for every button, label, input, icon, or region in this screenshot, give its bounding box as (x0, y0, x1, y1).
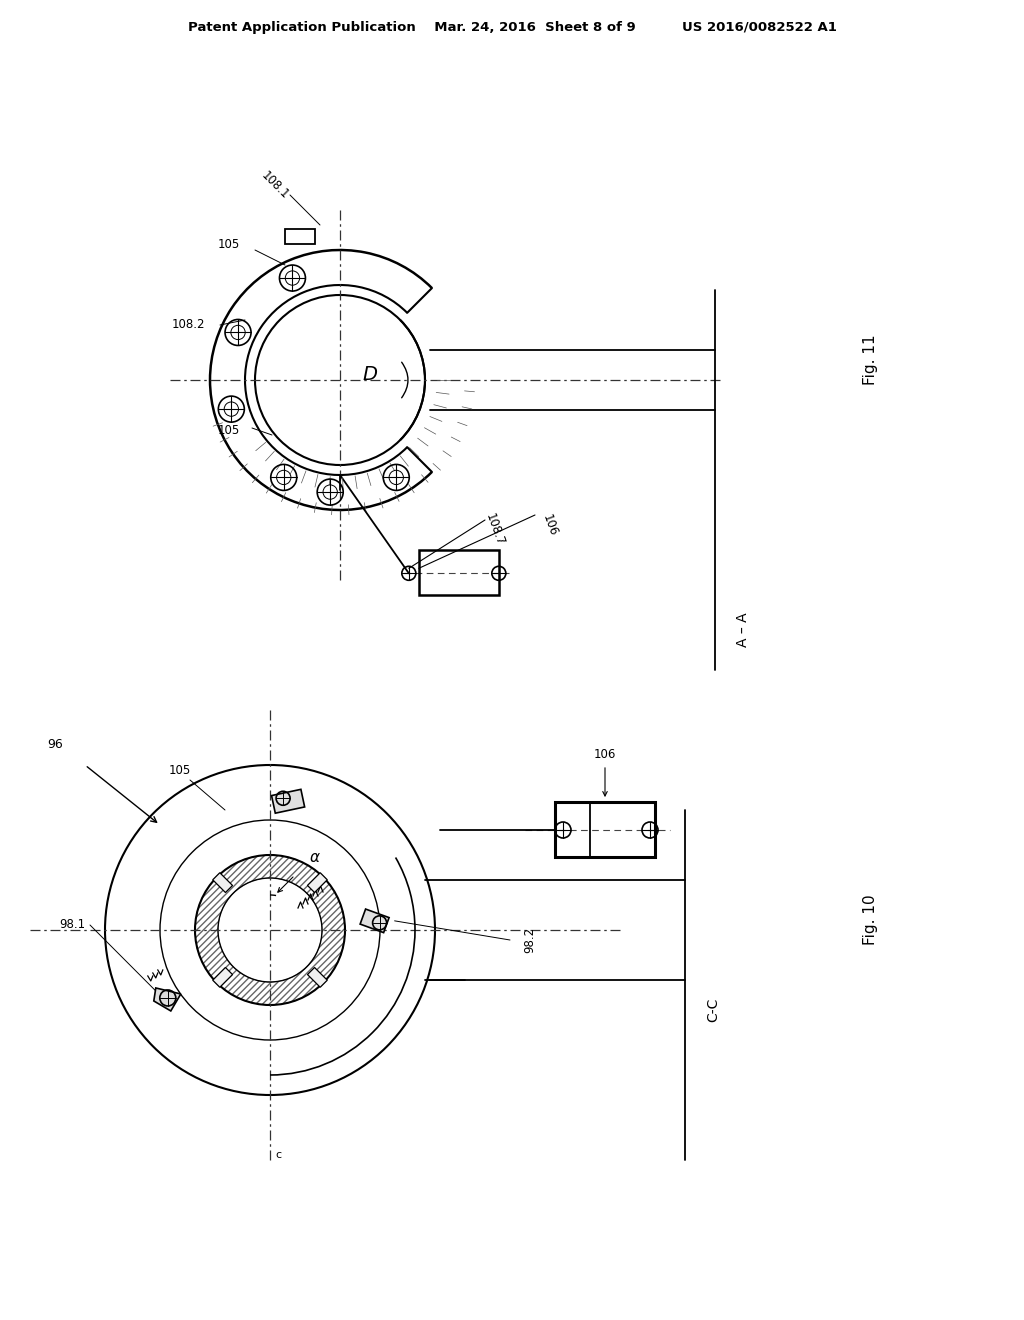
Text: 106: 106 (540, 512, 560, 537)
Polygon shape (360, 909, 389, 933)
Polygon shape (307, 873, 328, 892)
Circle shape (323, 484, 337, 499)
Bar (555, 803, 655, 857)
Text: c: c (274, 1150, 281, 1160)
Text: Patent Application Publication    Mar. 24, 2016  Sheet 8 of 9          US 2016/0: Patent Application Publication Mar. 24, … (187, 21, 837, 34)
Circle shape (286, 271, 300, 285)
Text: Fig. 11: Fig. 11 (862, 335, 878, 385)
Text: A – A: A – A (736, 612, 750, 647)
Polygon shape (271, 789, 304, 813)
Text: 105: 105 (169, 763, 191, 776)
Circle shape (276, 470, 291, 484)
Text: α: α (310, 850, 319, 866)
Text: 108.7: 108.7 (483, 512, 507, 548)
Bar (419, 550, 499, 595)
Text: 106: 106 (594, 748, 616, 762)
Polygon shape (213, 968, 232, 987)
Text: 108.2: 108.2 (171, 318, 205, 331)
Text: 105: 105 (218, 424, 240, 437)
Text: 105: 105 (218, 239, 240, 252)
Text: 108.1: 108.1 (258, 169, 292, 202)
Polygon shape (213, 873, 232, 892)
Text: C-C: C-C (706, 998, 720, 1022)
Text: Fig. 10: Fig. 10 (862, 895, 878, 945)
Bar (285, 230, 314, 244)
Text: D: D (362, 366, 378, 384)
Polygon shape (154, 987, 181, 1011)
Text: 98.2: 98.2 (523, 927, 537, 953)
Text: 96: 96 (47, 738, 62, 751)
Circle shape (389, 470, 403, 484)
Polygon shape (307, 968, 328, 987)
Circle shape (224, 403, 239, 416)
Circle shape (230, 325, 245, 339)
Text: 98.1: 98.1 (58, 919, 85, 932)
